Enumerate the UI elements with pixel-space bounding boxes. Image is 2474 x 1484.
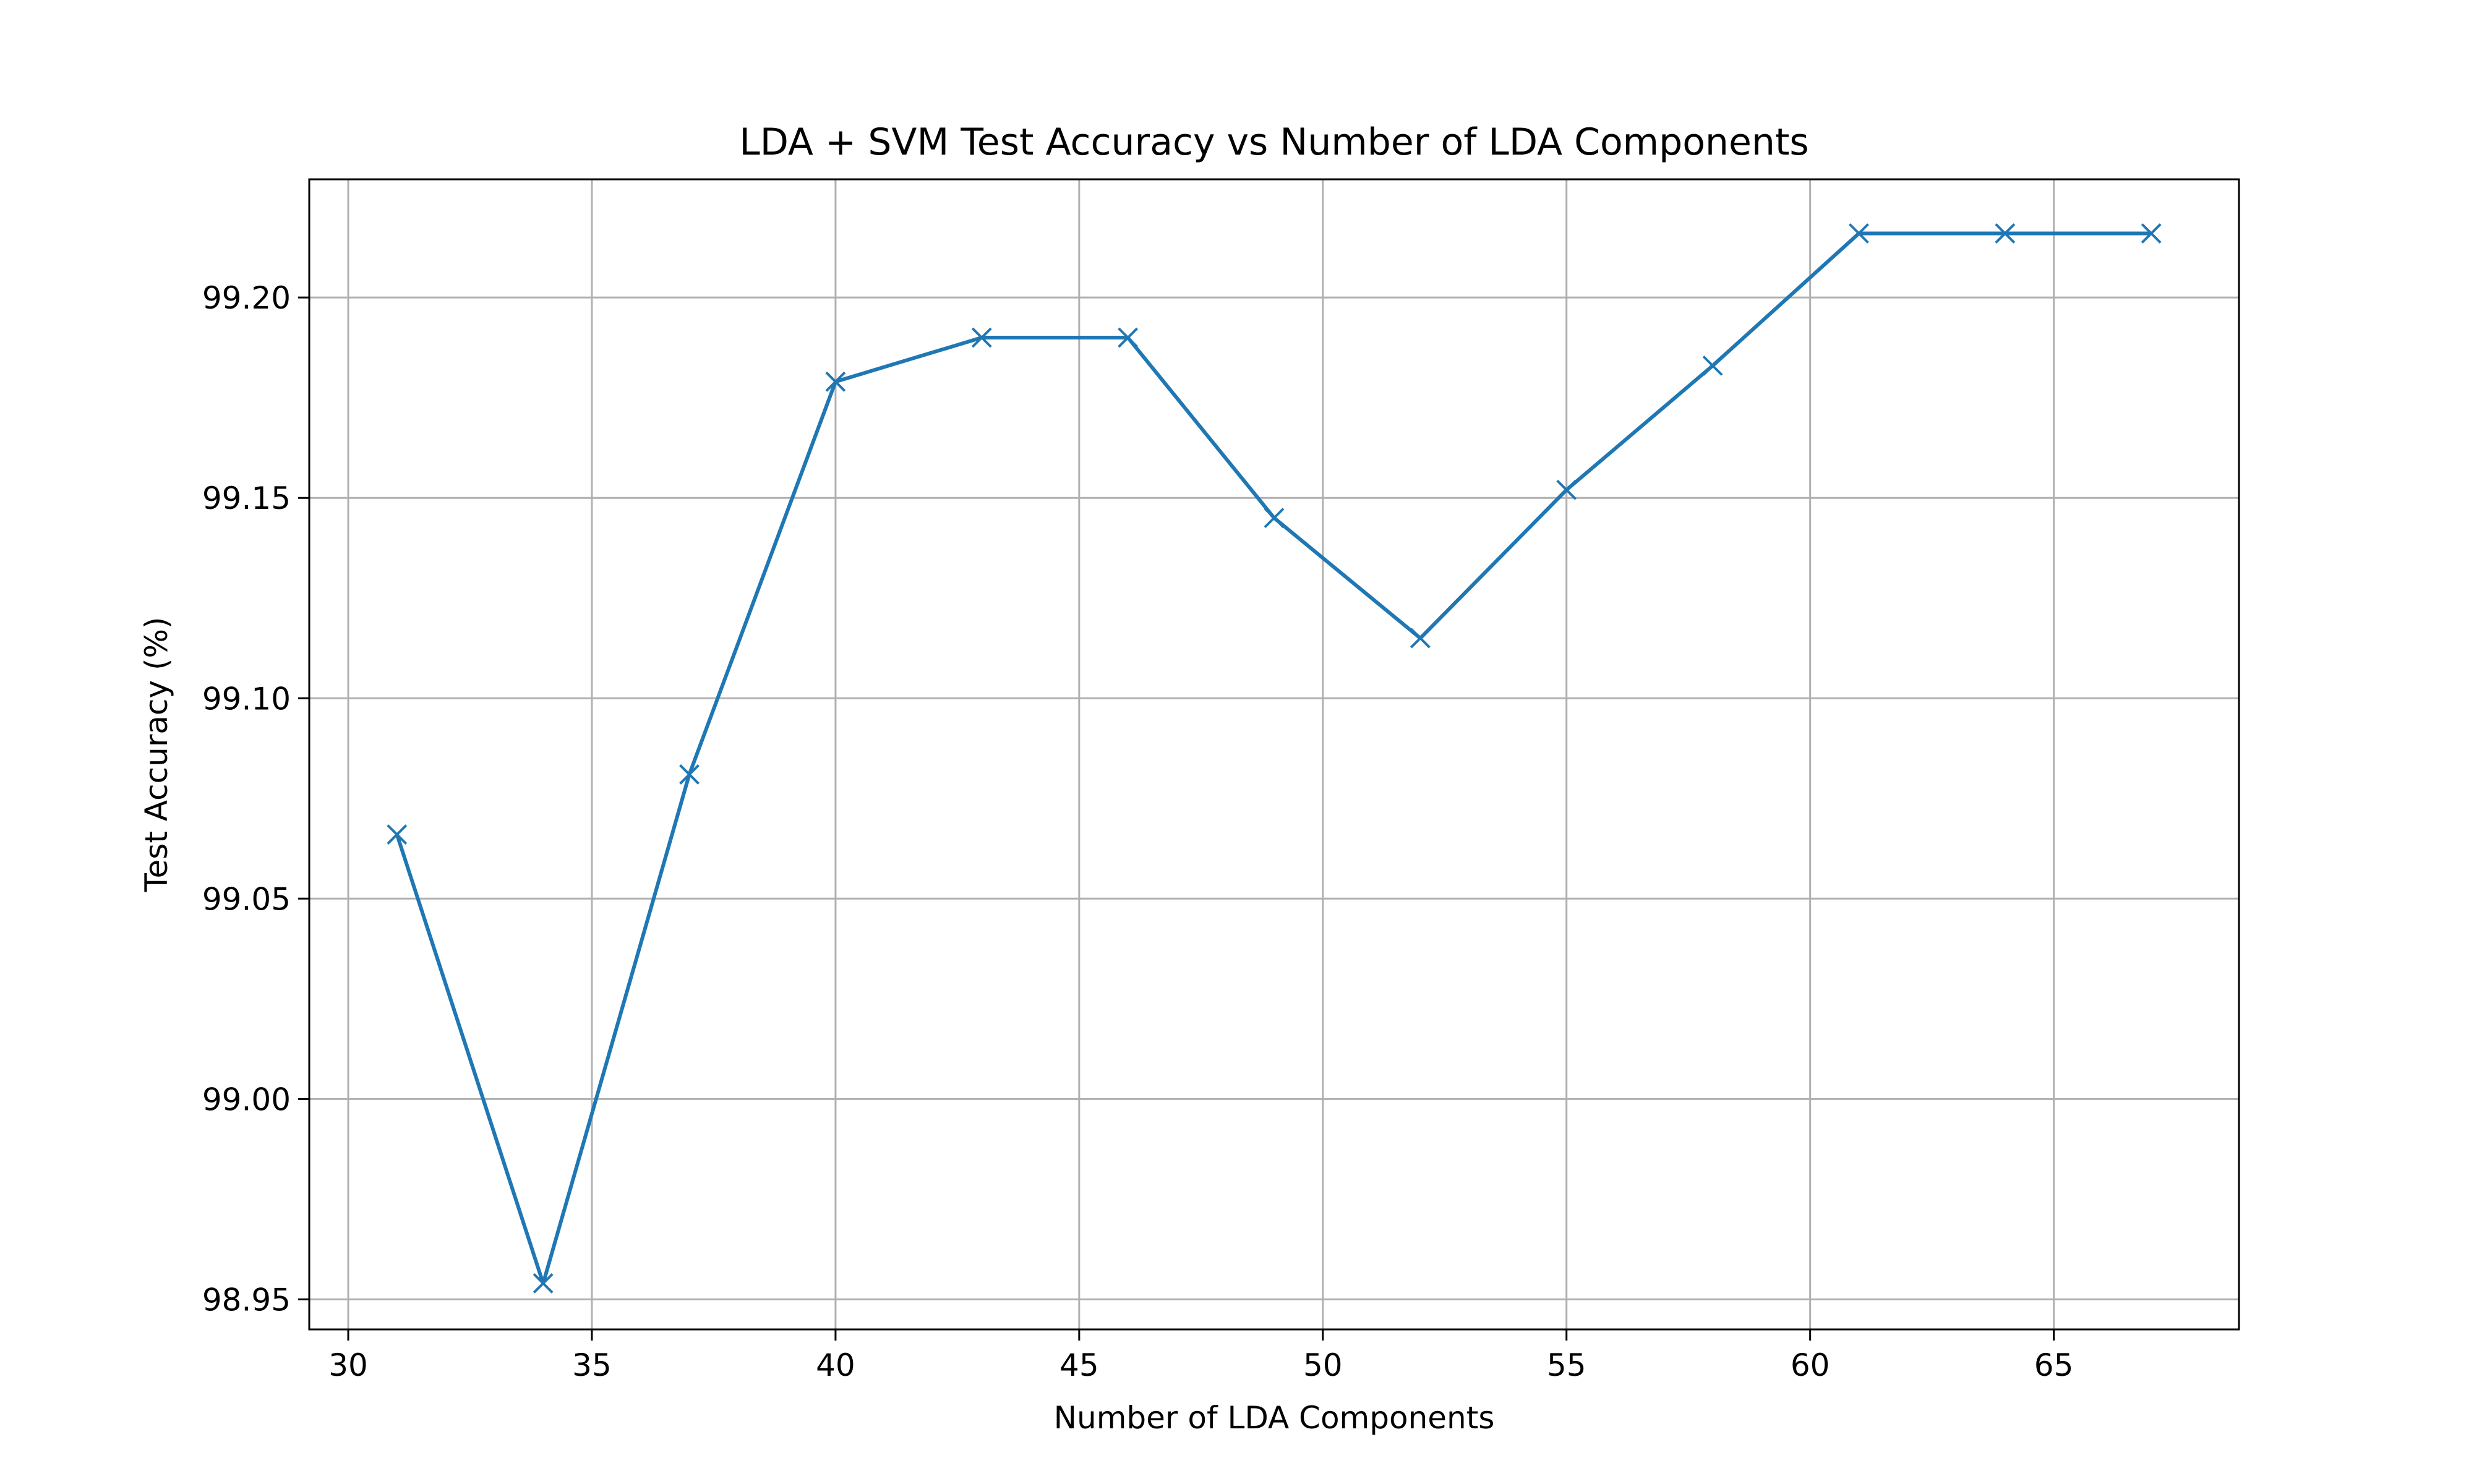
y-axis-label: Test Accuracy (%) bbox=[139, 616, 174, 892]
x-tick-label: 65 bbox=[2034, 1347, 2074, 1383]
plot-frame bbox=[308, 178, 2240, 1331]
x-tick-label: 35 bbox=[572, 1347, 612, 1383]
x-tick-label: 30 bbox=[328, 1347, 368, 1383]
data-point-marker bbox=[1264, 508, 1285, 529]
grid-lines bbox=[309, 179, 2239, 1329]
y-tick-label: 99.15 bbox=[202, 480, 291, 516]
y-tick-label: 99.20 bbox=[202, 280, 291, 316]
data-point-marker bbox=[1849, 223, 1869, 244]
data-point-marker bbox=[1556, 479, 1577, 500]
x-tick-label: 55 bbox=[1547, 1347, 1586, 1383]
data-point-marker bbox=[387, 824, 408, 845]
chart-title: LDA + SVM Test Accuracy vs Number of LDA… bbox=[739, 121, 1808, 164]
data-point-marker bbox=[1995, 223, 2016, 244]
data-point-marker bbox=[533, 1273, 554, 1294]
series-layer bbox=[387, 223, 2162, 1294]
x-tick-label: 45 bbox=[1059, 1347, 1099, 1383]
data-point-marker bbox=[1118, 327, 1139, 348]
data-point-marker bbox=[825, 371, 846, 392]
ticks: 30 35 40 45 50 55 60 65 98.95 99.00 99.05 99.10 99.1… bbox=[202, 280, 2074, 1383]
data-point-marker bbox=[679, 764, 700, 785]
y-tick-label: 98.95 bbox=[202, 1282, 291, 1318]
y-tick-label: 99.00 bbox=[202, 1081, 291, 1117]
y-tick-label: 99.10 bbox=[202, 681, 291, 717]
y-tick-label: 99.05 bbox=[202, 881, 291, 917]
data-point-marker bbox=[2141, 223, 2162, 244]
x-tick-label: 50 bbox=[1303, 1347, 1343, 1383]
data-point-marker bbox=[971, 327, 992, 348]
x-tick-label: 40 bbox=[816, 1347, 855, 1383]
data-point-marker bbox=[1702, 355, 1723, 376]
x-tick-label: 60 bbox=[1791, 1347, 1830, 1383]
data-point-marker bbox=[1410, 628, 1431, 649]
x-axis-label: Number of LDA Components bbox=[1054, 1400, 1495, 1436]
